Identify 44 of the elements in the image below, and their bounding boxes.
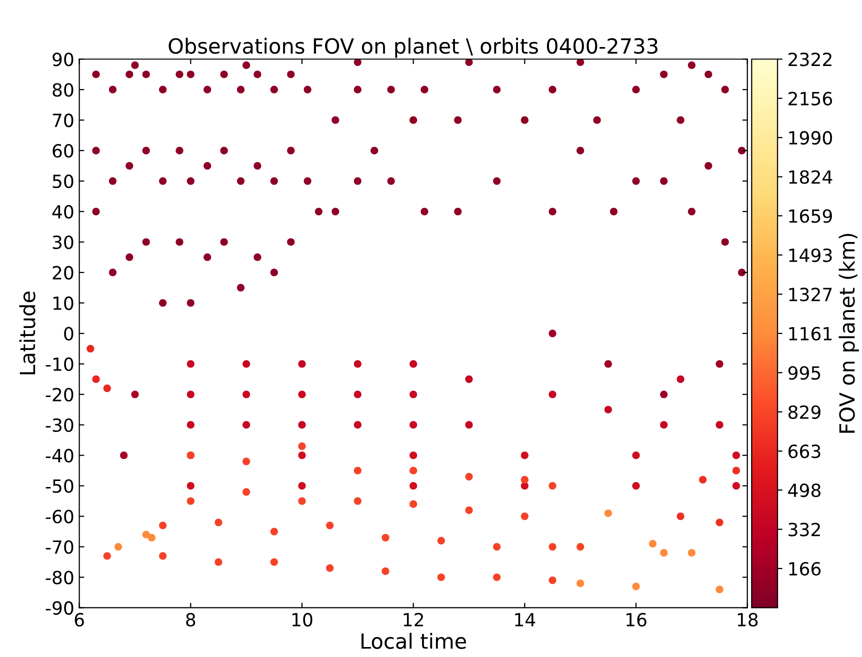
color-bar-label: 1161	[789, 326, 832, 341]
x-tick-label: 16	[626, 612, 646, 627]
y-tick-label: -10	[46, 357, 74, 372]
color-bar-label: 1659	[789, 209, 832, 223]
y-tick-label: 20	[52, 266, 74, 280]
color-bar-label: 1327	[789, 288, 832, 302]
x-tick-label: 18	[738, 612, 758, 627]
y-tick-label: -80	[46, 570, 74, 584]
x-axis-title: Local time	[362, 632, 466, 649]
color-bar-label: 1824	[789, 170, 832, 184]
y-tick-label: 90	[52, 52, 74, 66]
color-bar-label: 166	[789, 562, 821, 576]
x-tick-label: 8	[186, 612, 196, 627]
color-bar-label: 995	[788, 366, 820, 380]
y-axis-title: Latitude	[19, 292, 36, 374]
y-tick-label: 10	[53, 296, 74, 310]
color-bar-label: 1990	[789, 131, 832, 145]
x-tick-label: 12	[404, 612, 424, 626]
chart-title: Observations FOV on planet \ orbits 0400-2733	[168, 38, 658, 58]
x-tick-label: 6	[74, 612, 84, 627]
y-tick-label: -70	[46, 540, 74, 554]
y-tick-label: 50	[52, 174, 74, 188]
color-bar-title: FOV on planet (km)	[838, 234, 859, 433]
x-tick-label: 10	[292, 612, 312, 627]
color-bar-label: 663	[788, 444, 820, 458]
y-tick-label: 40	[52, 204, 74, 219]
color-bar-label: 2156	[788, 92, 832, 106]
y-tick-label: -20	[46, 388, 74, 402]
color-bar-label: 1493	[789, 248, 832, 262]
x-tick-label: 14	[515, 613, 536, 626]
y-tick-label: 80	[52, 83, 74, 97]
y-tick-label: -50	[46, 479, 74, 493]
y-tick-label: 0	[64, 326, 74, 341]
color-bar-label: 829	[788, 405, 820, 419]
color-bar-label: 2322	[788, 52, 832, 66]
y-tick-label: 60	[52, 144, 74, 158]
y-tick-label: 30	[52, 235, 74, 250]
y-tick-label: -60	[46, 510, 74, 524]
y-tick-label: -30	[46, 418, 74, 432]
color-bar-label: 498	[788, 484, 820, 498]
color-bar-label: 332	[788, 522, 820, 536]
y-tick-label: 70	[52, 114, 74, 128]
y-tick-label: -90	[46, 601, 74, 615]
y-tick-label: -40	[46, 448, 74, 462]
